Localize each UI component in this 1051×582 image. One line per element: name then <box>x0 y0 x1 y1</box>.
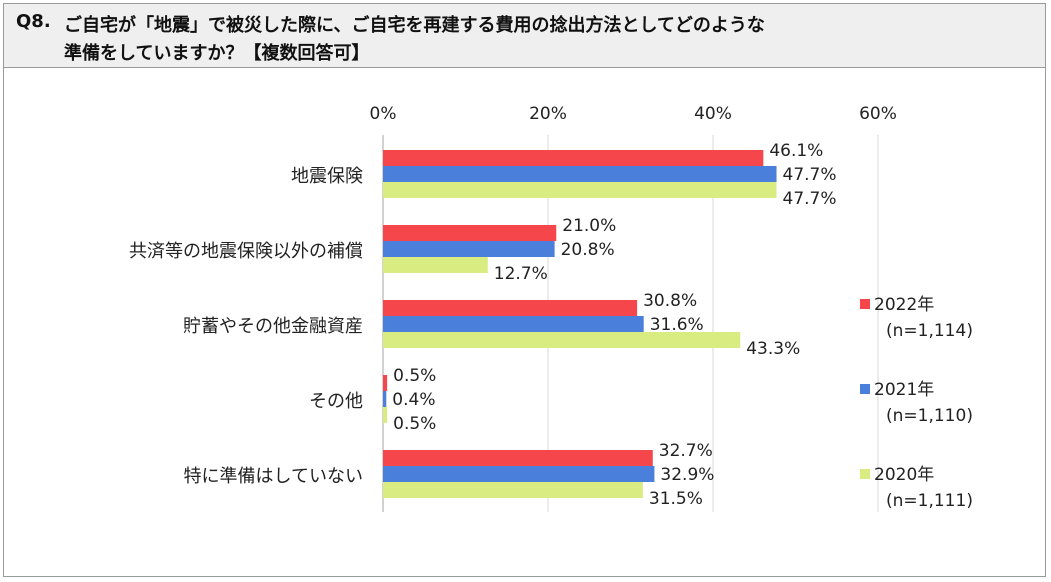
data-label: 32.7% <box>659 441 713 461</box>
legend-swatch <box>860 469 870 479</box>
legend-label: 2022年 <box>874 295 935 315</box>
bar <box>383 391 387 407</box>
legend-series-name: 2022年 <box>860 292 973 318</box>
bar <box>383 450 653 466</box>
bar <box>383 375 388 391</box>
category-label: 貯蓄やその他金融資産 <box>183 316 363 337</box>
category-label: 特に準備はしていない <box>184 466 363 487</box>
bar <box>383 241 555 257</box>
data-label: 31.5% <box>649 489 703 509</box>
x-tick-label: 40% <box>694 104 732 124</box>
data-label: 20.8% <box>561 240 615 260</box>
bar <box>383 316 644 332</box>
question-text-line1: ご自宅が「地震」で被災した際に、ご自宅を再建する費用の捻出方法としてどのような <box>64 15 765 36</box>
legend-label: 2021年 <box>874 380 935 400</box>
bar <box>383 150 764 166</box>
data-label: 0.5% <box>393 366 436 386</box>
question-text-line2: 準備をしていますか？【複数回答可】 <box>64 43 370 64</box>
data-label: 21.0% <box>562 216 616 236</box>
legend-series-name: 2021年 <box>860 377 973 403</box>
legend-sample-size: (n=1,110) <box>886 406 973 426</box>
bar <box>383 407 388 423</box>
data-label: 47.7% <box>783 165 837 185</box>
bar <box>383 300 638 316</box>
data-label: 46.1% <box>769 141 823 161</box>
category-label: 地震保険 <box>291 166 363 187</box>
data-label: 0.4% <box>392 390 435 410</box>
legend-item: 2021年 (n=1,110) <box>860 377 973 429</box>
bar <box>383 225 557 241</box>
bar <box>383 166 777 182</box>
legend-label: 2020年 <box>874 465 935 485</box>
legend-item: 2020年 (n=1,111) <box>860 462 973 514</box>
x-tick-label: 20% <box>529 104 567 124</box>
legend-swatch <box>860 299 870 309</box>
legend-sample-size: (n=1,111) <box>886 491 973 511</box>
bar <box>383 482 643 498</box>
data-label: 32.9% <box>660 465 714 485</box>
question-header: Q8. ご自宅が「地震」で被災した際に、ご自宅を再建する費用の捻出方法としてどの… <box>4 4 1045 68</box>
legend-item: 2022年 (n=1,114) <box>860 292 973 344</box>
data-label: 43.3% <box>746 339 800 359</box>
bar <box>383 466 655 482</box>
bar <box>383 332 741 348</box>
question-number: Q8. <box>16 11 51 32</box>
category-label: その他 <box>309 391 363 412</box>
data-label: 47.7% <box>783 189 837 209</box>
legend-swatch <box>860 384 870 394</box>
data-label: 12.7% <box>494 264 548 284</box>
category-label: 共済等の地震保険以外の補償 <box>129 241 363 262</box>
bar <box>383 257 488 273</box>
data-label: 30.8% <box>643 291 697 311</box>
x-tick-label: 0% <box>370 104 397 124</box>
legend-sample-size: (n=1,114) <box>886 321 973 341</box>
x-tick-label: 60% <box>859 104 897 124</box>
bar <box>383 182 777 198</box>
legend-series-name: 2020年 <box>860 462 973 488</box>
data-label: 31.6% <box>650 315 704 335</box>
data-label: 0.5% <box>393 414 436 434</box>
